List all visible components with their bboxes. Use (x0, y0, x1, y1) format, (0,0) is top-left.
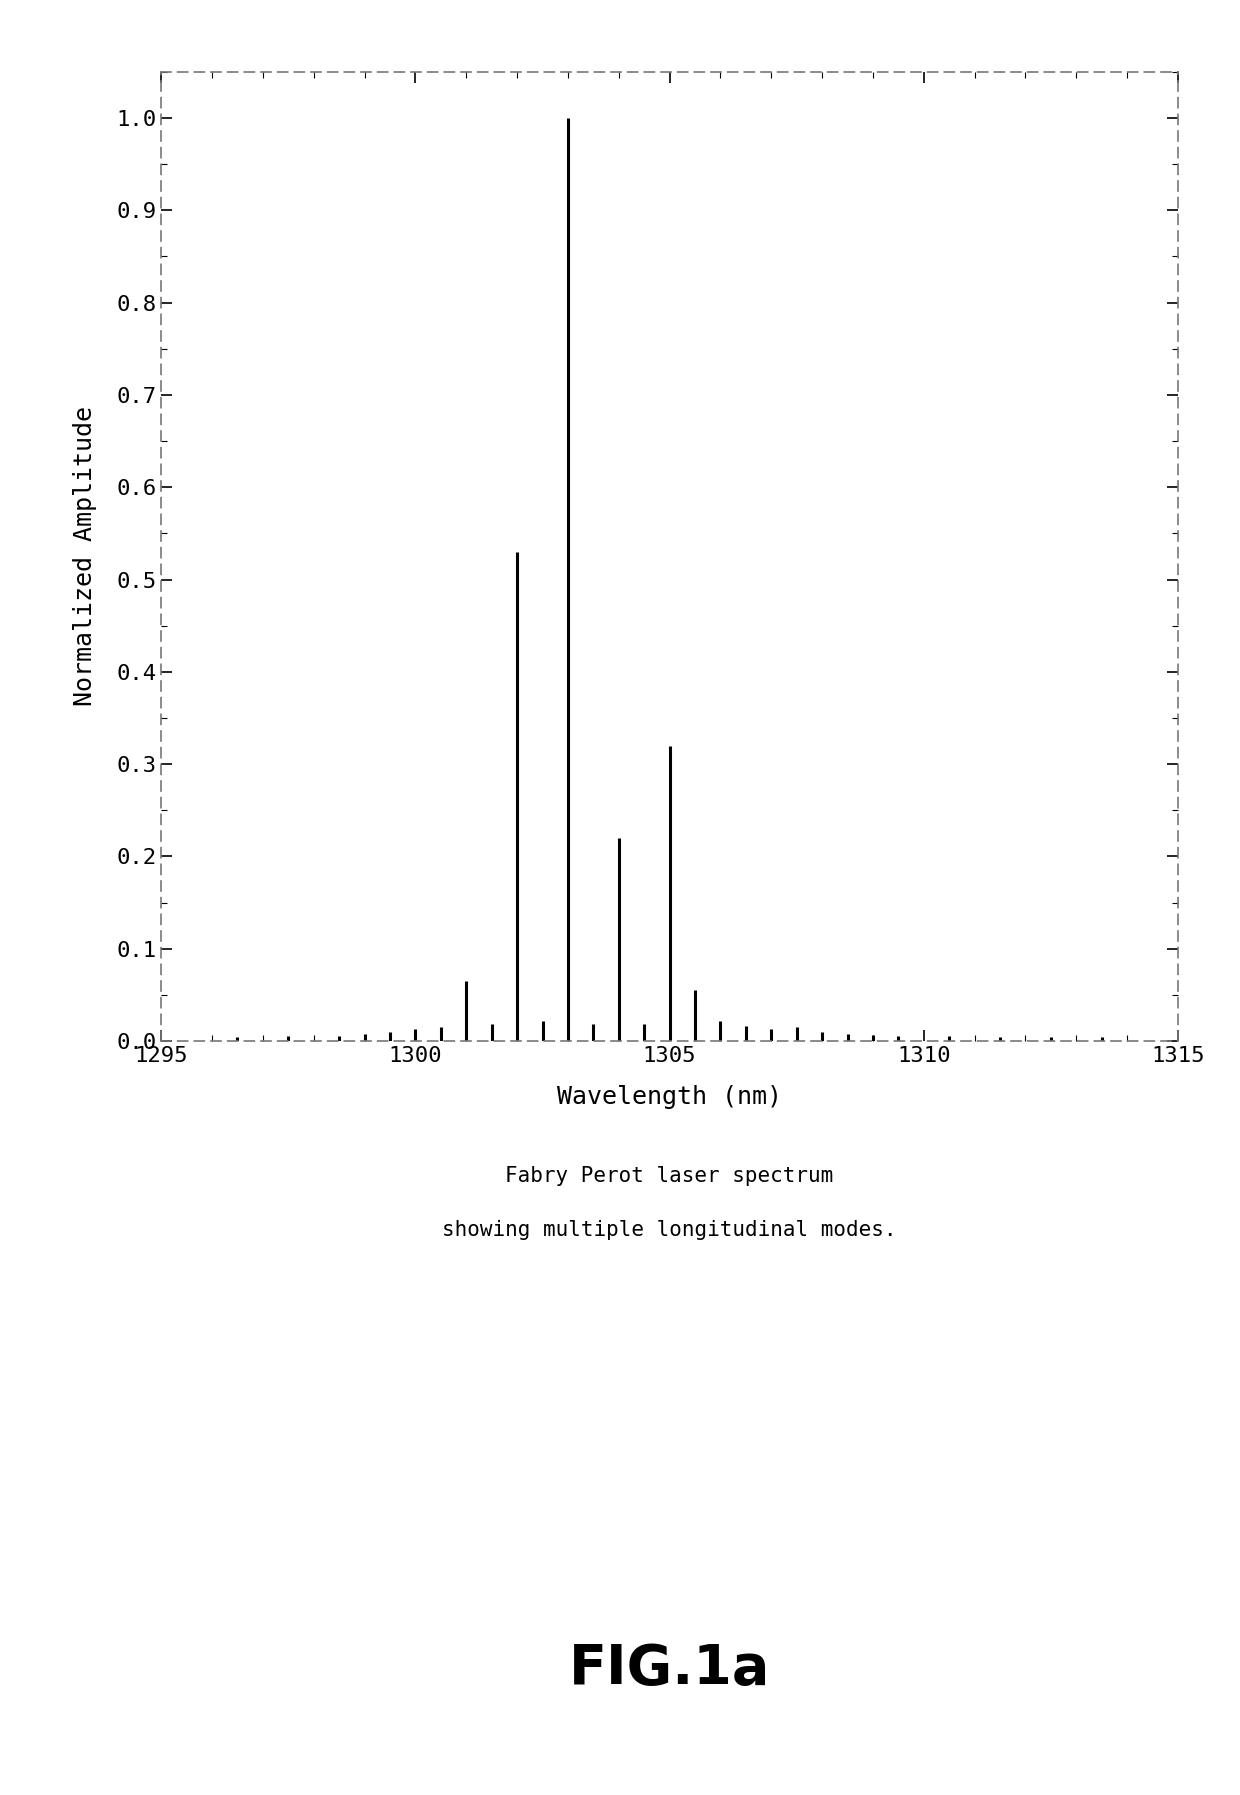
Y-axis label: Normalized Amplitude: Normalized Amplitude (73, 406, 97, 707)
X-axis label: Wavelength (nm): Wavelength (nm) (557, 1086, 782, 1109)
Text: FIG.1a: FIG.1a (569, 1642, 770, 1696)
Text: showing multiple longitudinal modes.: showing multiple longitudinal modes. (443, 1219, 897, 1240)
Text: Fabry Perot laser spectrum: Fabry Perot laser spectrum (506, 1165, 833, 1186)
